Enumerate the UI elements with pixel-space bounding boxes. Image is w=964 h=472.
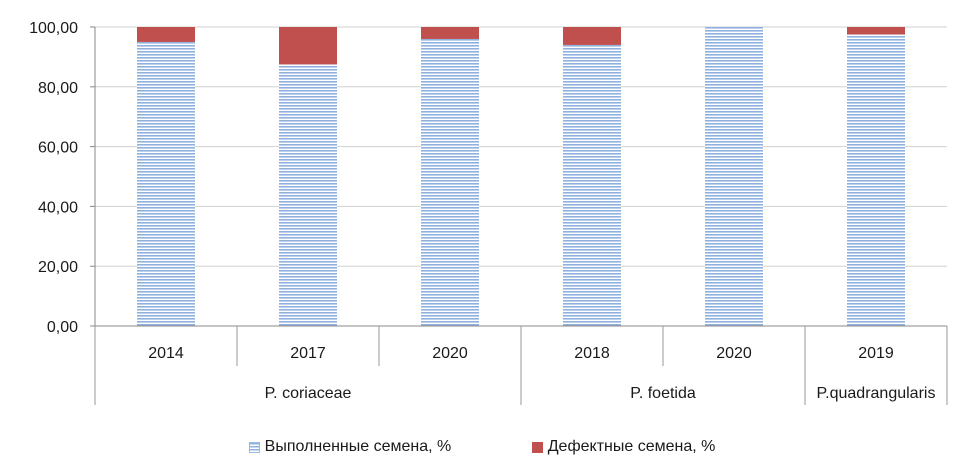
- legend: Выполненные семена, % Дефектные семена, …: [0, 438, 964, 458]
- x-tick-label: 2014: [148, 345, 184, 362]
- bar-defective-seeds: [421, 27, 479, 39]
- x-tick-label: 2020: [716, 345, 752, 362]
- group-label: P. foetida: [630, 385, 696, 402]
- legend-label-defective: Дефектные семена, %: [547, 438, 716, 455]
- x-tick-label: 2018: [574, 345, 610, 362]
- bar-defective-seeds: [847, 27, 905, 35]
- y-tick-label: 80,00: [38, 80, 78, 97]
- bar-filled-seeds: [847, 34, 905, 326]
- legend-swatch-defective: [531, 441, 543, 453]
- y-tick-label: 40,00: [38, 199, 78, 216]
- bar-filled-seeds: [279, 64, 337, 326]
- bar-filled-seeds: [705, 27, 763, 326]
- x-tick-label: 2017: [290, 345, 326, 362]
- bar-filled-seeds: [137, 41, 195, 326]
- legend-label-filled: Выполненные семена, %: [264, 438, 452, 455]
- bar-defective-seeds: [137, 27, 195, 42]
- bar-defective-seeds: [279, 27, 337, 65]
- group-label: P.quadrangularis: [817, 385, 936, 402]
- bar-filled-seeds: [421, 38, 479, 327]
- chart-svg: 0,00 20,00 40,00 60,00 80,00 100,00 2014 2017 20…: [29, 20, 948, 405]
- x-tick-label: 2020: [432, 345, 468, 362]
- y-tick-label: 0,00: [47, 319, 78, 336]
- legend-swatch-filled: [248, 441, 260, 453]
- y-tick-label: 60,00: [38, 140, 78, 157]
- legend-item-defective-seeds: Дефектные семена, %: [531, 438, 716, 456]
- group-label: P. coriaceae: [265, 385, 352, 402]
- y-tick-label: 20,00: [38, 259, 78, 276]
- y-tick-label: 100,00: [29, 20, 78, 37]
- x-tick-label: 2019: [858, 345, 894, 362]
- legend-item-filled-seeds: Выполненные семена, %: [248, 438, 452, 456]
- bar-filled-seeds: [563, 44, 621, 326]
- bar-defective-seeds: [563, 27, 621, 45]
